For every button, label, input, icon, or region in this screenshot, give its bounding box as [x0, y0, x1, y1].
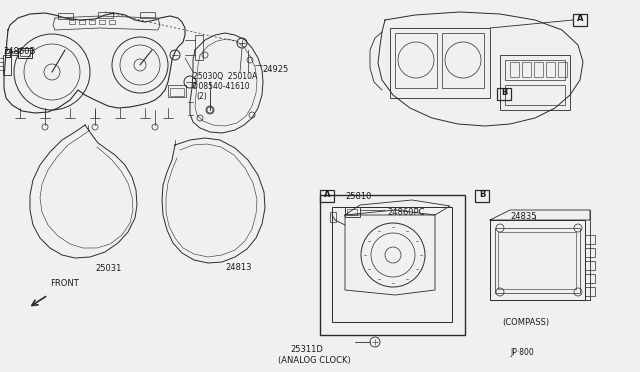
Bar [3, 55, 11, 75]
Bar [498, 232, 576, 289]
Bar [585, 261, 595, 270]
Bar [140, 12, 155, 18]
Bar [442, 33, 484, 88]
Bar [573, 14, 587, 26]
Bar [168, 85, 186, 97]
Bar [195, 35, 203, 60]
Bar [345, 207, 360, 217]
Bar [320, 190, 334, 202]
Bar [330, 212, 336, 222]
Bar [89, 20, 95, 24]
Text: A: A [324, 190, 330, 199]
Bar [320, 195, 465, 335]
Bar [585, 235, 595, 244]
Bar [170, 88, 184, 96]
Text: 25810: 25810 [345, 192, 371, 201]
Bar [510, 62, 519, 77]
Bar [69, 20, 75, 24]
Bar [505, 60, 565, 80]
Bar [585, 287, 595, 296]
Bar [109, 20, 115, 24]
Text: B: B [479, 190, 485, 199]
Text: 24860PC: 24860PC [387, 208, 424, 217]
Text: ©08540-41610: ©08540-41610 [191, 82, 250, 91]
Text: 25311D: 25311D [290, 345, 323, 354]
Text: 24860B: 24860B [3, 47, 35, 56]
Text: (ANALOG CLOCK): (ANALOG CLOCK) [278, 356, 351, 365]
Text: 25030Q  25010A: 25030Q 25010A [193, 72, 257, 81]
Bar [20, 50, 30, 56]
Bar [79, 20, 85, 24]
Text: B: B [501, 88, 507, 97]
Bar [585, 274, 595, 283]
Bar [99, 20, 105, 24]
Bar [500, 55, 570, 110]
Bar [490, 220, 585, 300]
Bar [390, 28, 490, 98]
Bar [585, 248, 595, 257]
Text: 24835: 24835 [510, 212, 536, 221]
Text: A: A [577, 14, 583, 23]
Bar [505, 85, 565, 105]
Bar [534, 62, 543, 77]
Bar [395, 33, 437, 88]
Bar [558, 62, 567, 77]
Text: 25031: 25031 [95, 264, 122, 273]
Text: FRONT: FRONT [50, 279, 79, 288]
Bar [475, 190, 489, 202]
Bar [332, 207, 452, 322]
Bar [497, 88, 511, 100]
Text: 24813: 24813 [225, 263, 252, 272]
Text: (2): (2) [196, 92, 207, 101]
Bar [98, 12, 113, 18]
Text: (COMPASS): (COMPASS) [502, 318, 549, 327]
Bar [546, 62, 555, 77]
Bar [495, 228, 580, 293]
Bar [5, 49, 11, 57]
Bar [58, 13, 73, 19]
Bar [18, 48, 32, 58]
Bar [347, 209, 357, 215]
Text: 24925: 24925 [262, 65, 288, 74]
Bar [522, 62, 531, 77]
Text: JP·800: JP·800 [510, 348, 534, 357]
